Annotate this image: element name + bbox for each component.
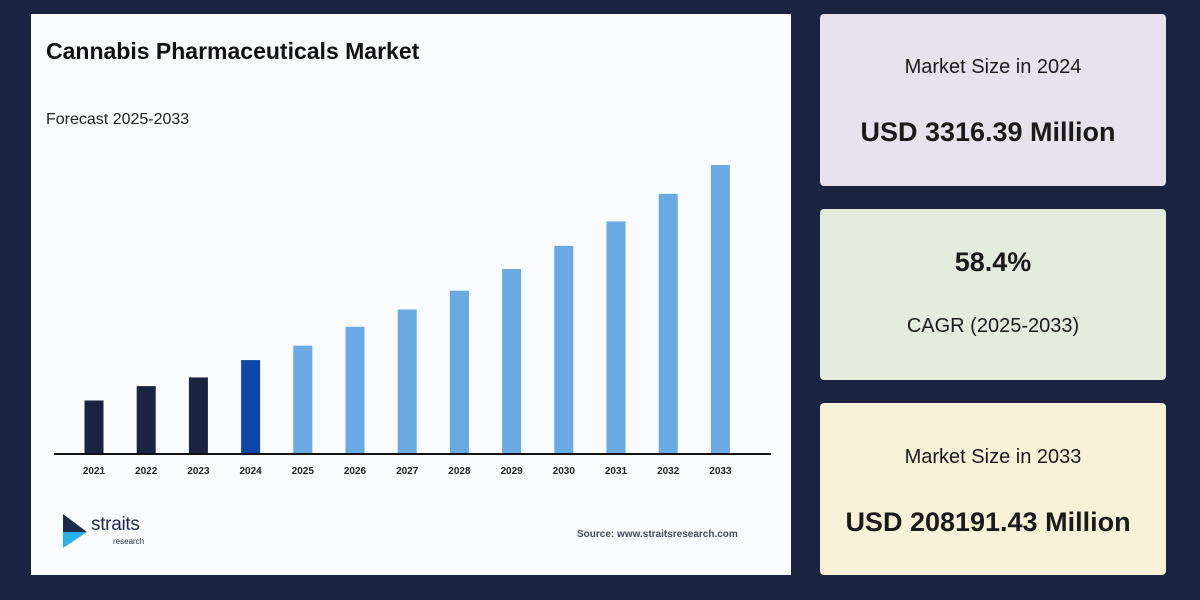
straits-logo: straits research [61, 512, 191, 552]
x-tick-label-2024: 2024 [239, 466, 262, 477]
bar-chart: 2021 2022 2023 2024 2025 2026 2027 2028 2029 2030… [54, 165, 771, 477]
source-note: Source: www.straitsresearch.com [577, 529, 738, 540]
chart-title: Cannabis Pharmaceuticals Market [46, 38, 420, 64]
x-tick-label-2028: 2028 [448, 466, 471, 477]
market-size-2024-label: Market Size in 2024 [904, 56, 1082, 78]
chart-panel: Cannabis Pharmaceuticals Market Forecast… [31, 14, 791, 575]
cagr-card: 58.4% CAGR (2025-2033) [820, 209, 1166, 380]
logo-mark-icon [63, 514, 87, 548]
x-tick-label-2030: 2030 [553, 466, 576, 477]
logo-subtitle: research [113, 537, 145, 546]
bar-2028 [449, 290, 469, 454]
x-tick-label-2021: 2021 [83, 466, 106, 477]
bar-2024 [241, 360, 261, 454]
market-size-2024-card: Market Size in 2024 USD 3316.39 Million [820, 14, 1166, 186]
x-tick-label-2032: 2032 [657, 466, 680, 477]
bar-2032 [658, 193, 678, 454]
bar-2025 [293, 345, 313, 454]
market-size-2033-value: USD 208191.43 Million [845, 507, 1131, 537]
bar-2022 [136, 386, 156, 454]
cagr-label: CAGR (2025-2033) [906, 315, 1080, 337]
logo-name: straits [91, 514, 140, 535]
bar-2021 [84, 400, 104, 454]
x-tick-label-2025: 2025 [292, 466, 315, 477]
x-tick-label-2033: 2033 [709, 466, 732, 477]
bar-2030 [554, 245, 574, 454]
bar-2033 [710, 165, 730, 454]
x-tick-label-2031: 2031 [605, 466, 628, 477]
bar-2029 [502, 269, 522, 454]
chart-subtitle: Forecast 2025-2033 [46, 111, 190, 128]
cagr-value: 58.4% [954, 247, 1032, 277]
market-size-2033-label: Market Size in 2033 [904, 446, 1082, 468]
x-tick-label-2023: 2023 [187, 466, 210, 477]
market-size-2024-value: USD 3316.39 Million [860, 117, 1116, 147]
bar-2027 [397, 309, 417, 454]
bar-2023 [188, 377, 208, 454]
bar-2031 [606, 221, 626, 454]
x-tick-label-2029: 2029 [500, 466, 523, 477]
bar-2026 [345, 326, 365, 454]
x-tick-label-2027: 2027 [396, 466, 419, 477]
market-size-2033-card: Market Size in 2033 USD 208191.43 Millio… [820, 403, 1166, 575]
x-tick-label-2022: 2022 [135, 466, 158, 477]
x-tick-label-2026: 2026 [344, 466, 367, 477]
